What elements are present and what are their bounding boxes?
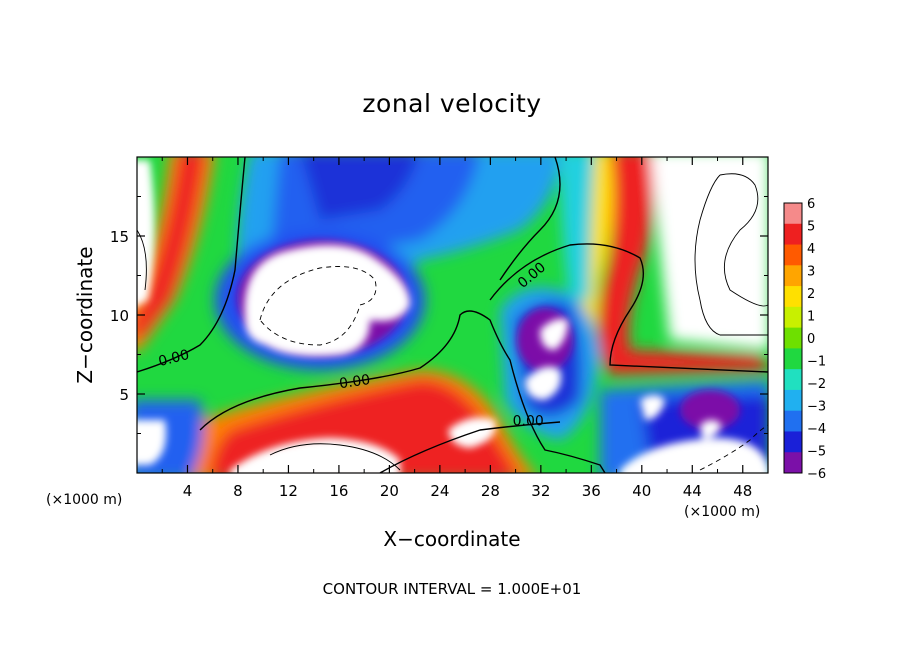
colorbar-label: −3 (807, 400, 826, 415)
colorbar: 6 5 4 3 2 1 0 −1 −2 −3 −4 −5 −6 (784, 197, 826, 482)
colorbar-swatch (784, 286, 802, 307)
x-tick-label: 24 (430, 482, 449, 500)
colorbar-swatch (784, 307, 802, 328)
colorbar-label: −4 (807, 422, 826, 437)
colorbar-swatch (784, 431, 802, 452)
colorbar-label: −6 (807, 467, 826, 482)
colorbar-swatch (784, 348, 802, 369)
colorbar-label: 4 (807, 242, 815, 257)
y-axis-label: Z−coordinate (73, 246, 97, 383)
colorbar-label: 5 (807, 220, 815, 235)
x-tick-label: 16 (329, 482, 348, 500)
x-tick-label: 4 (183, 482, 193, 500)
x-tick-label: 32 (531, 482, 550, 500)
colorbar-swatch (784, 369, 802, 390)
colorbar-label: 1 (807, 310, 815, 325)
x-tick-label: 8 (233, 482, 243, 500)
colorbar-swatch (784, 390, 802, 411)
x-tick-label: 20 (380, 482, 399, 500)
chart-title: zonal velocity (362, 89, 541, 118)
colorbar-label: −5 (807, 445, 826, 460)
x-tick-label: 44 (683, 482, 702, 500)
x-tick-label: 48 (733, 482, 752, 500)
colorbar-swatch (784, 265, 802, 286)
x-tick-label: 28 (481, 482, 500, 500)
colorbar-swatch (784, 245, 802, 266)
x-axis-unit-right: (×1000 m) (684, 504, 760, 520)
colorbar-swatch (784, 411, 802, 432)
heatmap-field (125, 150, 770, 480)
colorbar-label: 0 (807, 332, 815, 347)
x-axis-unit-left: (×1000 m) (46, 492, 122, 508)
colorbar-label: −2 (807, 377, 826, 392)
colorbar-label: 3 (807, 265, 815, 280)
colorbar-swatch (784, 203, 802, 224)
x-tick-label: 12 (279, 482, 298, 500)
colorbar-swatch (784, 452, 802, 473)
colorbar-label: −1 (807, 355, 826, 370)
y-tick-label: 15 (110, 228, 129, 246)
x-axis-label: X−coordinate (383, 527, 520, 551)
colorbar-label: 6 (807, 197, 815, 212)
colorbar-label: 2 (807, 287, 815, 302)
y-tick-label: 10 (110, 307, 129, 325)
contour-label: 0.00 (513, 414, 544, 430)
x-tick-label: 36 (582, 482, 601, 500)
colorbar-swatch (784, 224, 802, 245)
contour-interval-note: CONTOUR INTERVAL = 1.000E+01 (323, 580, 582, 598)
colorbar-swatch (784, 328, 802, 349)
y-tick-label: 5 (119, 386, 129, 404)
x-tick-label: 40 (632, 482, 651, 500)
